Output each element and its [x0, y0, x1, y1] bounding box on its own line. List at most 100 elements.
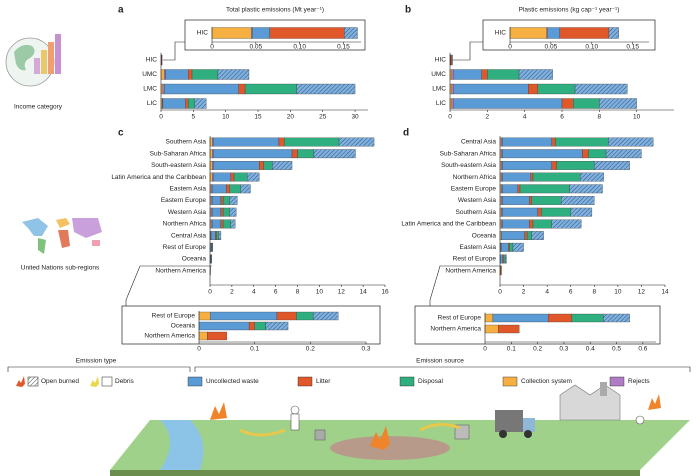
x-tick-label: 8	[296, 289, 300, 296]
connector	[163, 41, 185, 61]
bar-segment	[501, 242, 509, 252]
bar-segment	[296, 83, 356, 95]
icon-label: United Nations sub-regions	[21, 265, 100, 272]
bar-segment	[501, 219, 503, 229]
bar-segment	[296, 311, 314, 321]
category-label: Northern Africa	[453, 174, 497, 181]
bar-segment	[530, 172, 534, 182]
bar-segment	[501, 172, 503, 182]
legend-swatch	[399, 376, 415, 387]
bar-segment	[501, 207, 503, 217]
bar-segment	[222, 219, 231, 229]
bar-segment	[230, 172, 235, 182]
x-tick-label: 14	[360, 289, 368, 296]
bar-segment	[582, 149, 589, 159]
x-tick-label: 0.10	[293, 44, 306, 51]
x-tick-label: 4	[523, 114, 527, 121]
bar-segment	[229, 184, 241, 194]
x-tick-label: 20	[287, 114, 295, 121]
x-tick-label: 10	[633, 114, 641, 121]
bar-segment	[453, 69, 482, 80]
bar-segment	[212, 160, 214, 170]
x-tick-label: 0.6	[638, 346, 647, 353]
legend-label: Debris	[115, 378, 135, 385]
bar-segment	[194, 98, 207, 109]
x-tick-label: 0	[208, 289, 212, 296]
bar-segment	[160, 69, 165, 80]
bar-segment	[240, 184, 251, 194]
legend-swatch	[502, 376, 518, 387]
x-tick-label: 2	[230, 289, 234, 296]
bar-segment	[265, 321, 289, 331]
x-tick-label: 25	[319, 114, 327, 121]
bar-segment	[229, 207, 237, 217]
legend-title: Emission source	[416, 358, 464, 365]
x-tick-label: 0.05	[545, 44, 558, 51]
bar-segment	[559, 27, 610, 39]
category-label: LIC	[436, 100, 446, 107]
x-tick-label: 10	[614, 289, 622, 296]
category-label: South-eastern Asia	[151, 162, 206, 169]
category-label: Central Asia	[461, 139, 496, 146]
x-tick-label: 8	[598, 114, 602, 121]
category-label: HIC	[146, 57, 158, 64]
bar-segment	[212, 137, 214, 147]
legend-swatch	[101, 376, 113, 387]
bar-segment	[209, 172, 213, 182]
x-tick-label: 10	[316, 289, 324, 296]
category-label: Oceania	[171, 323, 196, 330]
bar-segment	[259, 160, 264, 170]
bar-segment	[185, 98, 189, 109]
x-tick-label: 0.2	[533, 346, 542, 353]
bar-segment	[501, 160, 503, 170]
bar-segment	[551, 137, 556, 147]
category-label: Oceania	[472, 232, 497, 239]
bar-segment	[570, 207, 593, 217]
bar-segment	[213, 160, 260, 170]
bar-segment	[501, 184, 503, 194]
bar-segment	[210, 207, 213, 217]
bar-segment	[209, 137, 213, 147]
bar-segment	[524, 231, 528, 241]
world-icon	[22, 218, 102, 254]
bar-segment	[526, 231, 532, 241]
x-tick-label: 0.5	[612, 346, 621, 353]
bar-segment	[481, 69, 488, 80]
bar-segment	[500, 254, 503, 264]
x-tick-label: 12	[338, 289, 346, 296]
x-tick-label: 0.2	[306, 346, 315, 353]
category-label: LMC	[143, 86, 157, 93]
bar-segment	[212, 172, 214, 182]
bar-segment	[594, 160, 630, 170]
connector	[452, 41, 483, 61]
category-label: Eastern Asia	[170, 186, 207, 193]
bar-segment	[248, 321, 255, 331]
bar-segment	[198, 331, 208, 341]
bar-segment	[254, 321, 266, 331]
bar-segment	[162, 98, 186, 109]
category-label: LMC	[432, 86, 446, 93]
axis-title: Plastic emissions (kg cap⁻¹ year⁻¹)	[519, 7, 620, 14]
bar-segment	[164, 83, 239, 95]
category-label: HIC	[197, 30, 209, 37]
bar-segment	[509, 27, 547, 39]
bar-segment	[212, 196, 222, 205]
x-tick-label: 0	[210, 44, 214, 51]
category-label: Western Asia	[168, 209, 207, 216]
bar-segment	[252, 27, 270, 39]
bar-segment	[198, 311, 211, 321]
category-label: Rest of Europe	[453, 256, 497, 263]
bar-segment	[269, 27, 345, 39]
axis-title: Total plastic emissions (Mt year⁻¹)	[226, 7, 324, 14]
bar-segment	[484, 313, 494, 323]
legend-bracket	[7, 366, 191, 372]
bar-segment	[561, 98, 574, 109]
bar-segment	[213, 172, 231, 182]
bar-segment	[501, 137, 503, 147]
bar-segment	[531, 196, 562, 205]
x-tick-label: 4	[252, 289, 256, 296]
bar-segment	[531, 231, 544, 241]
bar-segment	[537, 207, 542, 217]
legend-label: Rejects	[628, 378, 650, 385]
panel-letter: d	[403, 128, 409, 139]
